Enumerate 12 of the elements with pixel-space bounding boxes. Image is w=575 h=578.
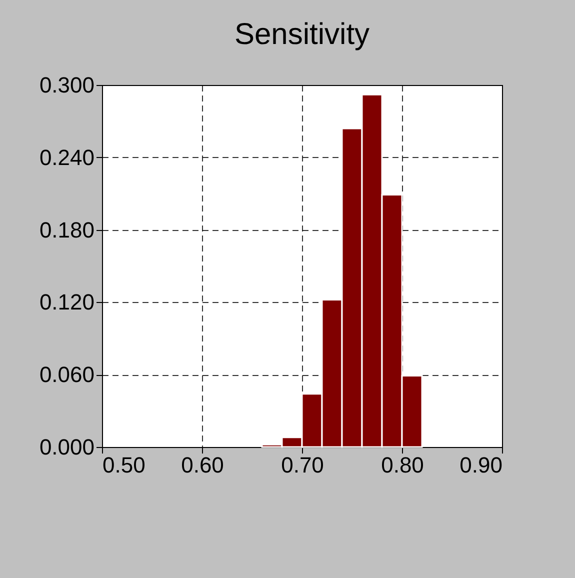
x-tick-label: 0.50 <box>102 452 146 478</box>
y-tick-label: 0.120 <box>39 290 94 315</box>
y-tick-label: 0.300 <box>39 72 94 98</box>
x-tick-label: 0.70 <box>281 452 324 478</box>
chart-title: Sensitivity <box>234 18 370 51</box>
y-tick-label: 0.060 <box>39 362 94 388</box>
y-tick-label: 0.240 <box>39 144 94 170</box>
x-tick-label: 0.90 <box>460 452 502 478</box>
y-tick-label: 0.000 <box>39 434 94 460</box>
x-tick-label: 0.60 <box>181 452 224 478</box>
y-tick-label: 0.180 <box>39 217 94 242</box>
x-tick-label: 0.80 <box>381 452 424 478</box>
